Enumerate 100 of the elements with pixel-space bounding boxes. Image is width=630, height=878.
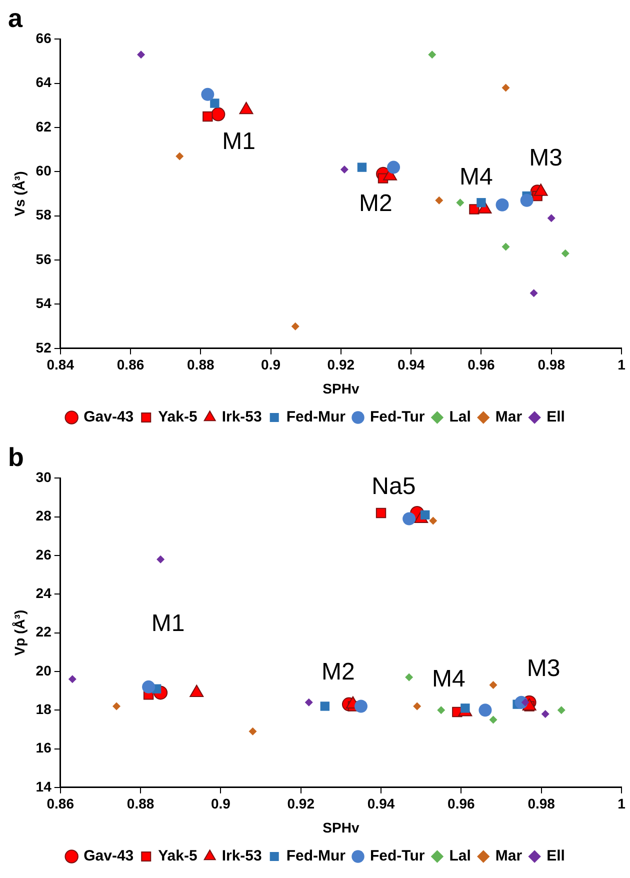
legend-label: Yak-5 [158,408,198,426]
legend-label: Ell [546,848,565,865]
y-tick-label: 14 [36,778,52,794]
point [456,198,464,207]
point [469,204,480,214]
y-axis-title: Vp (Å³) [11,610,28,656]
legend-label: Lal [449,848,471,865]
point [142,680,156,694]
point [541,710,550,718]
legend-label: Fed-Mur [286,408,346,426]
y-tick-label: 66 [36,30,52,46]
legend-label: Ell [546,408,565,426]
point [489,716,498,724]
chart-title: a [8,2,23,33]
legend-label: Gav-43 [84,848,134,865]
annotation: M4 [459,163,493,190]
x-tick-label: 0.94 [367,796,395,812]
point [156,555,165,564]
legend-label: Yak-5 [158,848,198,865]
x-tick-label: 0.96 [468,356,496,373]
point [557,706,566,714]
point [402,512,416,526]
legend-label: Lal [449,408,471,426]
x-tick-label: 0.86 [116,356,144,373]
legend-label: Fed-Tur [370,848,425,865]
x-tick-label: 1 [618,796,626,812]
legend-label: Irk-53 [222,848,262,865]
point [201,88,214,101]
y-tick-label: 26 [36,546,52,562]
y-axis-title: Vs (Å³) [11,171,28,216]
x-tick-label: 0.9 [210,796,231,812]
y-tick-label: 16 [36,740,52,756]
point [429,516,438,525]
x-axis-title: SPHv [322,819,360,836]
point [489,680,498,689]
point [304,698,313,706]
legend-label: Gav-43 [84,408,134,426]
annotation: M1 [151,610,185,638]
point [291,322,300,330]
legend-label: Mar [495,848,522,865]
point [547,214,556,222]
y-tick-label: 18 [36,700,52,717]
point [357,162,367,172]
annotation: M2 [321,658,355,686]
point [248,727,257,736]
y-tick-label: 30 [36,469,52,486]
y-tick-label: 56 [36,250,52,267]
point [476,198,486,208]
x-tick-label: 0.94 [397,356,425,373]
y-tick-label: 24 [36,585,52,602]
y-tick-label: 22 [36,624,52,640]
point [496,198,509,212]
point [561,249,570,258]
annotation: M3 [529,144,562,172]
x-tick-label: 0.96 [448,796,476,812]
point [340,166,348,174]
x-tick-label: 0.88 [187,356,214,373]
x-tick-label: 0.88 [126,796,154,812]
legend-label: Mar [495,408,522,426]
point [435,196,444,204]
x-tick-label: 0.98 [528,796,556,812]
point [520,194,534,207]
y-tick-label: 20 [36,662,52,678]
x-axis-title: SPHv [322,380,360,396]
point [413,702,422,710]
point [202,111,213,122]
y-tick-label: 58 [36,206,52,223]
point [112,702,120,710]
point [405,673,414,682]
annotation: M4 [432,666,466,693]
point [502,84,510,92]
annotation: M2 [359,190,392,218]
point [68,675,76,684]
point [387,160,400,174]
annotation: M3 [526,655,560,682]
point [502,242,510,251]
x-tick-label: 0.92 [327,356,355,373]
annotation: M1 [222,128,256,155]
point [211,107,226,122]
annotation: Na5 [372,473,416,500]
y-tick-label: 28 [36,508,52,524]
legend-label: Fed-Mur [286,848,346,865]
y-tick-label: 62 [36,118,52,134]
y-tick-label: 54 [36,295,52,312]
point [176,152,184,160]
point [376,508,386,518]
x-tick-label: 0.9 [261,356,281,373]
y-tick-label: 60 [36,162,52,179]
point [428,50,436,59]
y-tick-label: 64 [36,74,52,90]
y-tick-label: 52 [36,339,52,356]
x-tick-label: 0.86 [46,796,74,812]
legend-label: Irk-53 [222,408,262,426]
x-tick-label: 0.98 [538,356,566,373]
point [478,704,492,717]
legend-label: Fed-Tur [370,408,425,426]
point [530,289,538,298]
point [210,98,220,108]
x-tick-label: 0.84 [46,356,74,373]
chart-title: b [8,442,24,472]
